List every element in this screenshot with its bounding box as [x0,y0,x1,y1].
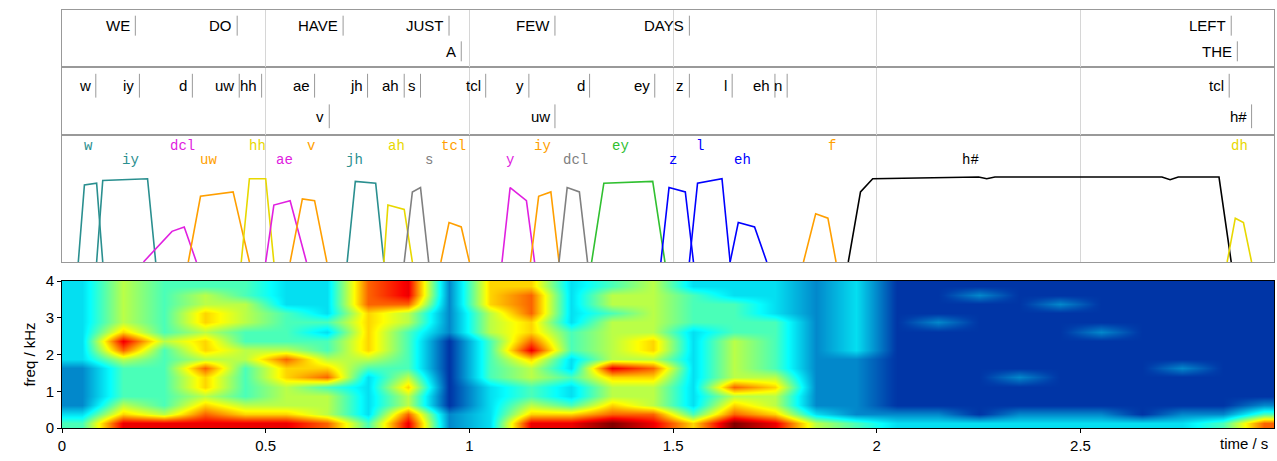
svg-text:0: 0 [58,437,66,454]
svg-text:hh: hh [249,138,266,154]
svg-text:ae: ae [293,77,310,94]
svg-text:d: d [577,77,585,94]
svg-text:0.5: 0.5 [255,437,276,454]
svg-text:w: w [84,138,93,154]
svg-text:z: z [669,152,677,168]
svg-text:A: A [446,43,456,60]
svg-text:iy: iy [122,152,139,168]
svg-text:uw: uw [200,152,217,168]
svg-text:1.5: 1.5 [663,437,684,454]
svg-text:1: 1 [46,383,54,400]
svg-text:ae: ae [276,152,293,168]
svg-text:HAVE: HAVE [298,17,338,34]
svg-text:v: v [316,108,324,125]
svg-text:tcl: tcl [441,138,466,154]
svg-text:uw: uw [531,108,550,125]
svg-text:THE: THE [1202,43,1232,60]
svg-text:ey: ey [634,77,650,94]
svg-text:s: s [425,152,433,168]
svg-text:v: v [307,138,315,154]
svg-text:ey: ey [612,138,629,154]
svg-text:s: s [408,77,416,94]
svg-text:tcl: tcl [466,77,481,94]
svg-text:y: y [516,77,524,94]
svg-text:freq / kHz: freq / kHz [21,322,38,386]
svg-text:h#: h# [1230,108,1247,125]
svg-text:n: n [774,77,782,94]
svg-text:hh: hh [240,77,257,94]
svg-text:l: l [724,77,727,94]
svg-text:0: 0 [46,419,54,436]
svg-text:dh: dh [1231,138,1248,154]
svg-text:z: z [676,77,684,94]
svg-text:ah: ah [382,77,399,94]
svg-text:LEFT: LEFT [1189,17,1226,34]
svg-text:uw: uw [215,77,234,94]
svg-text:dcl: dcl [563,152,588,168]
svg-text:2.5: 2.5 [1070,437,1091,454]
svg-text:eh: eh [734,152,751,168]
svg-text:FEW: FEW [516,17,550,34]
svg-text:h#: h# [962,152,979,168]
svg-text:tcl: tcl [1209,77,1224,94]
svg-text:WE: WE [106,17,130,34]
svg-text:4: 4 [46,272,54,289]
svg-text:f: f [828,138,836,154]
svg-text:DO: DO [209,17,232,34]
svg-text:1: 1 [465,437,473,454]
svg-text:iy: iy [123,77,134,94]
svg-text:dcl: dcl [170,138,195,154]
svg-text:iy: iy [534,138,551,154]
svg-text:y: y [506,152,514,168]
svg-text:DAYS: DAYS [644,17,684,34]
svg-text:jh: jh [346,152,363,168]
svg-text:w: w [79,77,91,94]
svg-text:3: 3 [46,309,54,326]
svg-text:jh: jh [350,77,363,94]
svg-text:2: 2 [873,437,881,454]
svg-text:ah: ah [388,138,405,154]
svg-text:JUST: JUST [406,17,444,34]
svg-text:eh: eh [753,77,770,94]
svg-text:time / s: time / s [1220,435,1268,452]
svg-text:l: l [696,138,704,154]
svg-text:2: 2 [46,346,54,363]
svg-text:d: d [179,77,187,94]
